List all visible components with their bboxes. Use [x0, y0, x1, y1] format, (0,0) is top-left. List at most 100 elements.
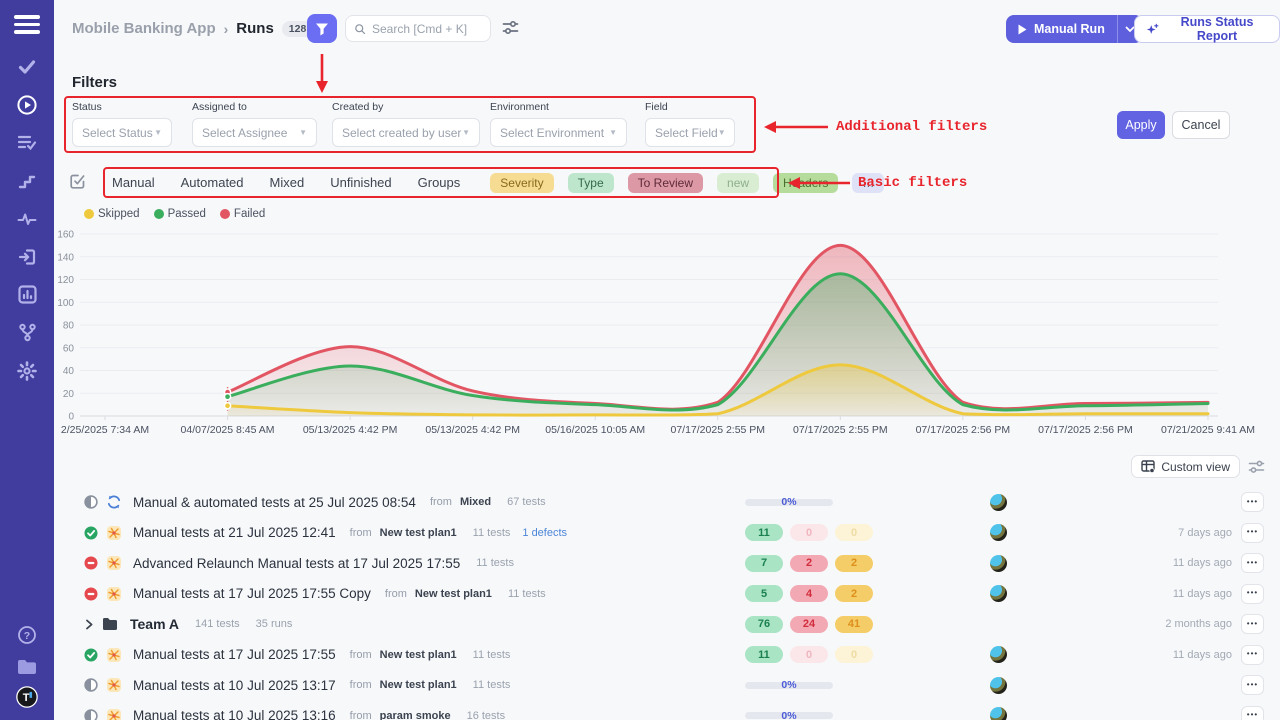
projects-folder-icon[interactable] [16, 657, 38, 675]
row-menu-button[interactable]: ••• [1241, 522, 1264, 543]
basic-filter-tab-unfinished[interactable]: Unfinished [330, 175, 392, 190]
run-tests-count: 16 tests [466, 709, 506, 720]
stat-badge-red-faded: 0 [790, 524, 828, 542]
settings-gear-icon[interactable] [16, 360, 38, 381]
run-from-label: from [384, 587, 407, 600]
basic-filter-tab-mixed[interactable]: Mixed [269, 175, 305, 190]
run-row[interactable]: Advanced Relaunch Manual tests at 17 Jul… [54, 548, 1280, 579]
analytics-chart-icon[interactable] [16, 285, 38, 304]
legend-item-skipped[interactable]: Skipped [84, 208, 140, 220]
run-title[interactable]: Manual tests at 10 Jul 2025 13:16 [133, 708, 336, 720]
run-title[interactable]: Advanced Relaunch Manual tests at 17 Jul… [133, 555, 461, 571]
row-menu-button[interactable]: ••• [1241, 705, 1264, 720]
filter-field-select[interactable]: Select Environment ▼ [490, 118, 627, 147]
avatar[interactable] [990, 676, 1007, 694]
edit-checklist-icon[interactable] [69, 173, 86, 195]
filter-field-select[interactable]: Select Assignee ▼ [192, 118, 317, 147]
annotation-arrow-left-additional [764, 121, 828, 133]
runs-status-report-button[interactable]: Runs Status Report [1134, 15, 1280, 43]
list-settings-sliders-icon[interactable] [1248, 459, 1265, 480]
basic-filter-tab-manual[interactable]: Manual [112, 175, 155, 190]
basic-filter-chip-new[interactable]: new [717, 172, 760, 193]
row-menu-button[interactable]: ••• [1241, 675, 1264, 696]
row-menu-button[interactable]: ••• [1241, 614, 1264, 635]
branches-git-icon[interactable] [16, 323, 38, 342]
plans-list-check-icon[interactable] [16, 134, 38, 152]
basic-filter-chip-to-review[interactable]: To Review [627, 172, 704, 193]
filter-funnel-button[interactable] [307, 14, 337, 43]
runs-list: Manual & automated tests at 25 Jul 2025 … [54, 487, 1280, 720]
sidebar: ? T [0, 0, 54, 720]
filter-field-field: Field Select Field ▼ [645, 101, 735, 147]
avatar[interactable] [990, 585, 1007, 603]
hamburger-menu-icon[interactable] [14, 15, 40, 34]
pulse-activity-icon[interactable] [16, 210, 38, 228]
run-row[interactable]: Manual & automated tests at 25 Jul 2025 … [54, 487, 1280, 518]
folder-icon [103, 618, 117, 631]
basic-filter-chip-type[interactable]: Type [567, 172, 614, 193]
run-title[interactable]: Manual tests at 21 Jul 2025 12:41 [133, 525, 336, 541]
row-menu-button[interactable]: ••• [1241, 644, 1264, 665]
group-row[interactable]: Team A 141 tests 35 runs 76 24 41 2 months ago… [54, 609, 1280, 640]
run-row[interactable]: Manual tests at 17 Jul 2025 17:55 from New… [54, 640, 1280, 671]
basic-filter-chip--[interactable]: … [852, 172, 885, 193]
avatar[interactable] [990, 493, 1007, 511]
breadcrumb-project[interactable]: Mobile Banking App [72, 20, 216, 37]
avatar[interactable] [990, 646, 1007, 664]
run-tests-count: 11 tests [507, 587, 546, 600]
legend-label: Failed [233, 208, 266, 220]
apply-button[interactable]: Apply [1117, 111, 1165, 139]
row-menu-button[interactable]: ••• [1241, 492, 1264, 513]
chevron-down-icon: ▼ [717, 128, 726, 137]
avatar[interactable] [990, 707, 1007, 720]
group-name[interactable]: Team A [130, 616, 180, 633]
import-icon[interactable] [16, 248, 38, 266]
cancel-button[interactable]: Cancel [1172, 111, 1230, 139]
run-title[interactable]: Manual tests at 17 Jul 2025 17:55 Copy [133, 586, 371, 602]
run-row[interactable]: Manual tests at 10 Jul 2025 13:17 from New… [54, 670, 1280, 701]
chevron-right-icon[interactable] [84, 619, 94, 630]
status-in-progress-icon [84, 709, 98, 720]
row-menu-button[interactable]: ••• [1241, 553, 1264, 574]
search-input[interactable] [372, 21, 482, 36]
runs-trend-chart[interactable]: 0 20 40 60 80 100 120 140 160 2/25/2025 7:34 AM 04… [54, 226, 1280, 444]
basic-filter-chip-severity[interactable]: Severity [490, 172, 554, 193]
filter-field-label: Field [645, 101, 668, 113]
chevron-down-icon [1125, 26, 1135, 32]
stat-badge-green: 7 [745, 554, 783, 572]
manual-run-dropdown[interactable] [1116, 15, 1143, 43]
run-title[interactable]: Manual tests at 10 Jul 2025 13:17 [133, 677, 336, 693]
runs-play-circle-icon[interactable] [16, 94, 38, 115]
steps-icon[interactable] [16, 172, 38, 190]
run-row[interactable]: Manual tests at 17 Jul 2025 17:55 Copy fr… [54, 579, 1280, 610]
legend-item-passed[interactable]: Passed [153, 208, 206, 220]
avatar[interactable] [990, 554, 1007, 572]
run-title[interactable]: Manual & automated tests at 25 Jul 2025 … [133, 494, 416, 510]
basic-filter-tab-groups[interactable]: Groups [417, 175, 461, 190]
search-settings-sliders-icon[interactable] [502, 20, 519, 41]
stat-badge-yellow-faded: 0 [835, 524, 873, 542]
breadcrumb: Mobile Banking App › Runs 128 [72, 20, 314, 37]
row-menu-button[interactable]: ••• [1241, 583, 1264, 604]
filter-field-select[interactable]: Select Field ▼ [645, 118, 735, 147]
filter-field-select[interactable]: Select created by user ▼ [332, 118, 480, 147]
legend-label: Skipped [98, 208, 140, 220]
run-defects-link[interactable]: 1 defects [522, 526, 568, 539]
run-title[interactable]: Manual tests at 17 Jul 2025 17:55 [133, 647, 336, 663]
annotation-arrow-left-basic [788, 177, 850, 189]
svg-text:07/17/2025 2:56 PM: 07/17/2025 2:56 PM [1038, 424, 1133, 436]
avatar[interactable] [990, 524, 1007, 542]
legend-item-failed[interactable]: Failed [219, 208, 266, 220]
tasks-check-icon[interactable] [16, 58, 38, 76]
run-row[interactable]: Manual tests at 10 Jul 2025 13:16 from par… [54, 701, 1280, 720]
manual-run-button[interactable]: Manual Run [1006, 15, 1117, 43]
filter-field-select[interactable]: Select Status ▼ [72, 118, 172, 147]
custom-view-button[interactable]: Custom view [1131, 455, 1240, 478]
app-logo[interactable]: T [16, 686, 38, 708]
run-row[interactable]: Manual tests at 21 Jul 2025 12:41 from New… [54, 518, 1280, 549]
run-from-label: from [429, 496, 452, 509]
basic-filter-tab-automated[interactable]: Automated [180, 175, 244, 190]
svg-text:07/17/2025 2:55 PM: 07/17/2025 2:55 PM [793, 424, 888, 436]
svg-text:04/07/2025 8:45 AM: 04/07/2025 8:45 AM [181, 424, 275, 436]
help-icon[interactable]: ? [16, 626, 38, 644]
